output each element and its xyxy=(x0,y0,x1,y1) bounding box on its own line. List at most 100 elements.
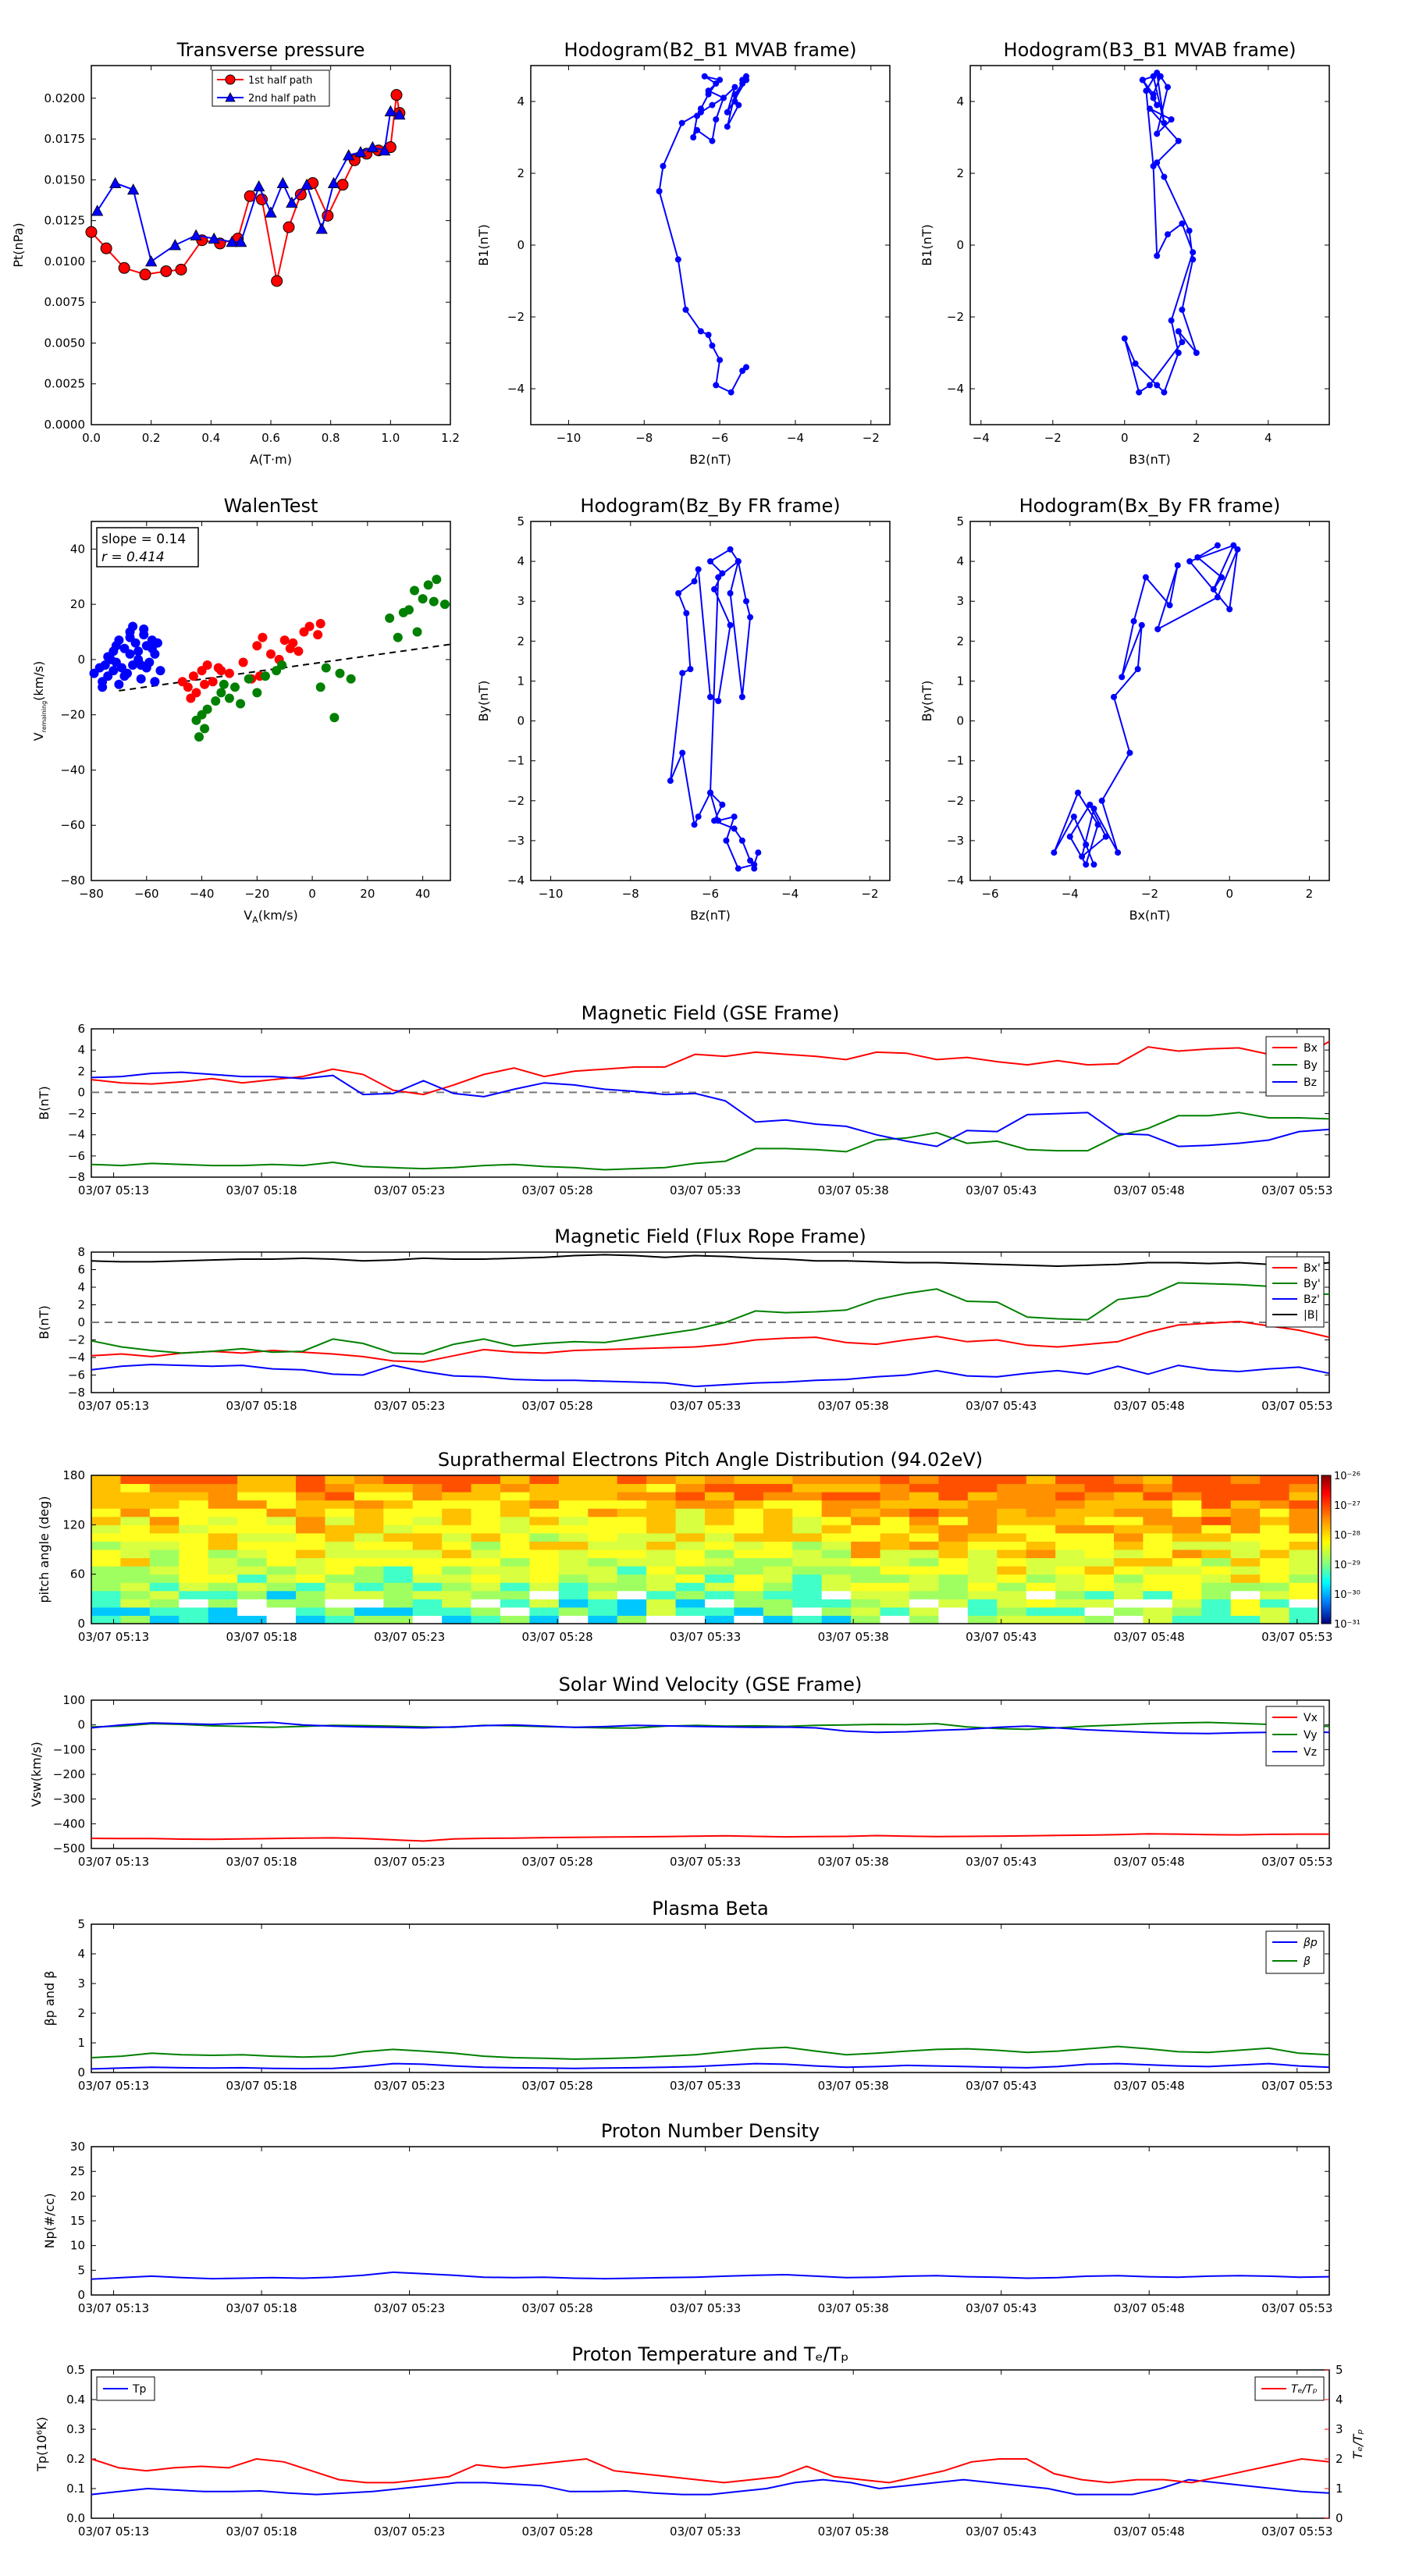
heatmap-cell xyxy=(296,1574,325,1583)
time-tick-label: 03/07 05:23 xyxy=(374,2301,445,2315)
heatmap-cell xyxy=(1289,1516,1319,1525)
y-tick-label: −40 xyxy=(60,763,85,777)
heatmap-cell xyxy=(1084,1566,1115,1575)
heatmap-cell xyxy=(588,1525,618,1534)
heatmap-cell xyxy=(705,1532,735,1542)
heatmap-cell xyxy=(325,1566,355,1575)
heatmap-cell xyxy=(266,1525,297,1534)
heatmap-cell xyxy=(1230,1532,1261,1542)
heatmap-cell xyxy=(1084,1606,1115,1616)
series-line xyxy=(1053,543,1239,867)
time-tick-label: 03/07 05:18 xyxy=(226,2079,297,2093)
y-tick-label-right: 0 xyxy=(1336,2511,1343,2525)
heatmap-cell xyxy=(412,1599,443,1608)
data-point xyxy=(707,693,713,700)
heatmap-cell xyxy=(938,1566,969,1575)
heatmap-cell xyxy=(442,1557,472,1567)
heatmap-cell xyxy=(558,1500,589,1509)
data-point xyxy=(1214,542,1221,549)
data-point xyxy=(85,226,98,238)
heatmap-cell xyxy=(938,1475,969,1485)
heatmap-cell xyxy=(1026,1550,1056,1559)
legend: Vx Vy Vz xyxy=(1265,1706,1325,1767)
x-tick-label: −6 xyxy=(711,431,728,445)
heatmap-cell xyxy=(120,1475,151,1485)
heatmap-cell xyxy=(617,1606,647,1616)
heatmap-cell xyxy=(997,1550,1027,1559)
heatmap-cell xyxy=(1084,1525,1115,1534)
y-tick-label: 0.0200 xyxy=(44,91,86,105)
y-tick-label: −2 xyxy=(507,794,525,808)
heatmap-cell xyxy=(500,1557,530,1567)
heatmap-cell xyxy=(1143,1516,1173,1525)
data-point xyxy=(335,668,345,678)
heatmap-cell xyxy=(471,1475,501,1485)
heatmap-cell xyxy=(880,1615,910,1624)
y-tick-label: −6 xyxy=(68,1149,85,1163)
heatmap-cell xyxy=(675,1508,706,1517)
heatmap-cell xyxy=(588,1606,618,1616)
data-point xyxy=(366,141,379,152)
annotation-box xyxy=(96,527,199,568)
heatmap-cell xyxy=(967,1525,998,1534)
y-axis-label-main: V xyxy=(31,732,46,741)
heatmap-cell xyxy=(967,1550,998,1559)
heatmap-cell xyxy=(383,1483,414,1493)
heatmap-cell xyxy=(938,1500,969,1509)
data-point xyxy=(1134,666,1141,673)
x-tick-label: 0.2 xyxy=(142,431,161,445)
heatmap-cell xyxy=(1201,1615,1232,1624)
heatmap-cell xyxy=(1114,1566,1144,1575)
heatmap-cell xyxy=(91,1566,121,1575)
heatmap-cell xyxy=(705,1599,735,1608)
data-point xyxy=(236,699,246,709)
data-point xyxy=(1147,105,1153,112)
colorbar-tick-label: 10⁻²⁶ xyxy=(1334,1471,1361,1482)
heatmap-cell xyxy=(792,1557,823,1567)
heatmap-cell xyxy=(1289,1483,1319,1493)
time-tick-label: 03/07 05:28 xyxy=(522,1183,593,1197)
heatmap-cell xyxy=(938,1483,969,1493)
heatmap-cell xyxy=(412,1550,443,1559)
heatmap-cell xyxy=(997,1557,1027,1567)
heatmap-cell xyxy=(997,1516,1027,1525)
data-point xyxy=(1130,617,1137,624)
heatmap-cell xyxy=(1230,1566,1261,1575)
data-point xyxy=(1138,621,1145,628)
data-point xyxy=(731,825,738,832)
x-tick-label: −4 xyxy=(787,431,804,445)
heatmap-cell xyxy=(91,1590,121,1599)
heatmap-cell xyxy=(120,1483,151,1493)
series-Tₑ/Tₚ xyxy=(91,2457,1330,2484)
heatmap-cell xyxy=(471,1550,501,1559)
y-tick-label: −300 xyxy=(53,1792,85,1806)
time-tick-label: 03/07 05:48 xyxy=(1114,1399,1185,1413)
y-tick-label: 0 xyxy=(77,1085,85,1099)
heatmap-cell xyxy=(734,1532,764,1542)
heatmap-cell xyxy=(1143,1566,1173,1575)
data-point xyxy=(711,817,718,824)
y-tick-label: 0.1 xyxy=(66,2482,85,2496)
data-point xyxy=(694,126,701,133)
heatmap-cell xyxy=(997,1582,1027,1592)
heatmap-cell xyxy=(763,1483,793,1493)
heatmap-cell xyxy=(500,1500,530,1509)
heatmap-cell xyxy=(208,1492,238,1501)
data-point xyxy=(713,382,720,389)
y-tick-label: −1 xyxy=(507,754,525,768)
heatmap-cell xyxy=(646,1492,677,1501)
legend-label: By' xyxy=(1304,1278,1321,1290)
heatmap-cell xyxy=(675,1606,706,1616)
y-tick-label: −3 xyxy=(507,834,525,848)
heatmap-cell xyxy=(1289,1574,1319,1583)
time-tick-label: 03/07 05:48 xyxy=(1114,1183,1185,1197)
legend-label: Tp xyxy=(132,2383,147,2396)
data-point xyxy=(1154,101,1161,109)
heatmap-cell xyxy=(763,1492,793,1501)
y-tick-label: 0.0125 xyxy=(44,214,86,228)
heatmap-cell xyxy=(1172,1492,1202,1501)
data-point xyxy=(1139,76,1146,84)
heatmap-cell xyxy=(938,1590,969,1599)
legend: 1st half path 2nd half path xyxy=(212,69,330,107)
data-point xyxy=(125,627,135,637)
